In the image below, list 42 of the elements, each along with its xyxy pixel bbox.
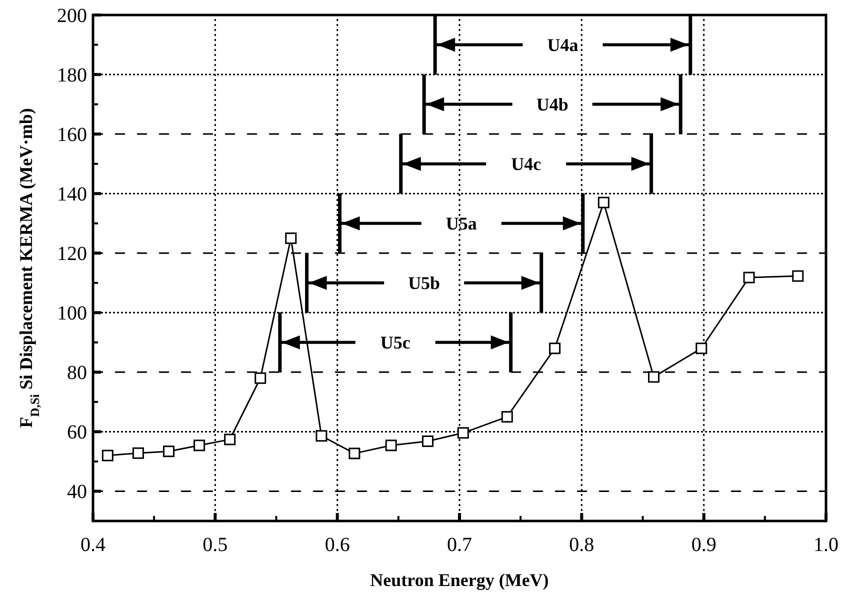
series-label: U4c [511, 154, 542, 174]
point [457, 427, 469, 439]
point [743, 272, 755, 284]
point [254, 372, 266, 384]
point [648, 371, 660, 383]
point [549, 342, 561, 354]
point [422, 435, 434, 447]
point [132, 447, 144, 459]
y-tick-label: 80 [67, 362, 87, 384]
point [385, 440, 397, 452]
point [316, 430, 328, 442]
y-tick-label: 100 [57, 302, 87, 325]
y-tick-label: 60 [67, 422, 87, 444]
point [348, 448, 360, 460]
point [598, 196, 610, 208]
y-tick-label: 180 [57, 64, 87, 87]
series-label: U5c [380, 332, 410, 353]
x-tick-label: 0.6 [324, 534, 350, 556]
x-tick-label: 1.0 [814, 534, 838, 556]
point [792, 270, 804, 282]
series-label: U4b [536, 94, 568, 115]
x-axis-title: Neutron Energy (MeV) [370, 570, 549, 590]
point [224, 434, 236, 446]
point [162, 446, 174, 458]
y-tick-label: 120 [57, 243, 87, 266]
point [194, 440, 206, 452]
point [102, 450, 114, 462]
series-label: U5b [408, 273, 440, 294]
series-label: U4a [547, 35, 578, 56]
x-tick-label: 0.7 [447, 534, 472, 556]
x-tick-label: 0.9 [691, 534, 716, 556]
series-label: U5a [446, 214, 477, 234]
y-tick-label: 160 [57, 124, 87, 146]
y-tick-label: 140 [57, 184, 87, 206]
point [501, 411, 513, 423]
point [696, 342, 708, 354]
point [285, 232, 297, 244]
x-tick-label: 0.5 [202, 534, 228, 556]
y-tick-label: 200 [57, 5, 87, 27]
x-tick-label: 0.4 [80, 534, 106, 556]
y-tick-label: 40 [67, 481, 87, 504]
x-tick-label: 0.8 [569, 534, 594, 556]
